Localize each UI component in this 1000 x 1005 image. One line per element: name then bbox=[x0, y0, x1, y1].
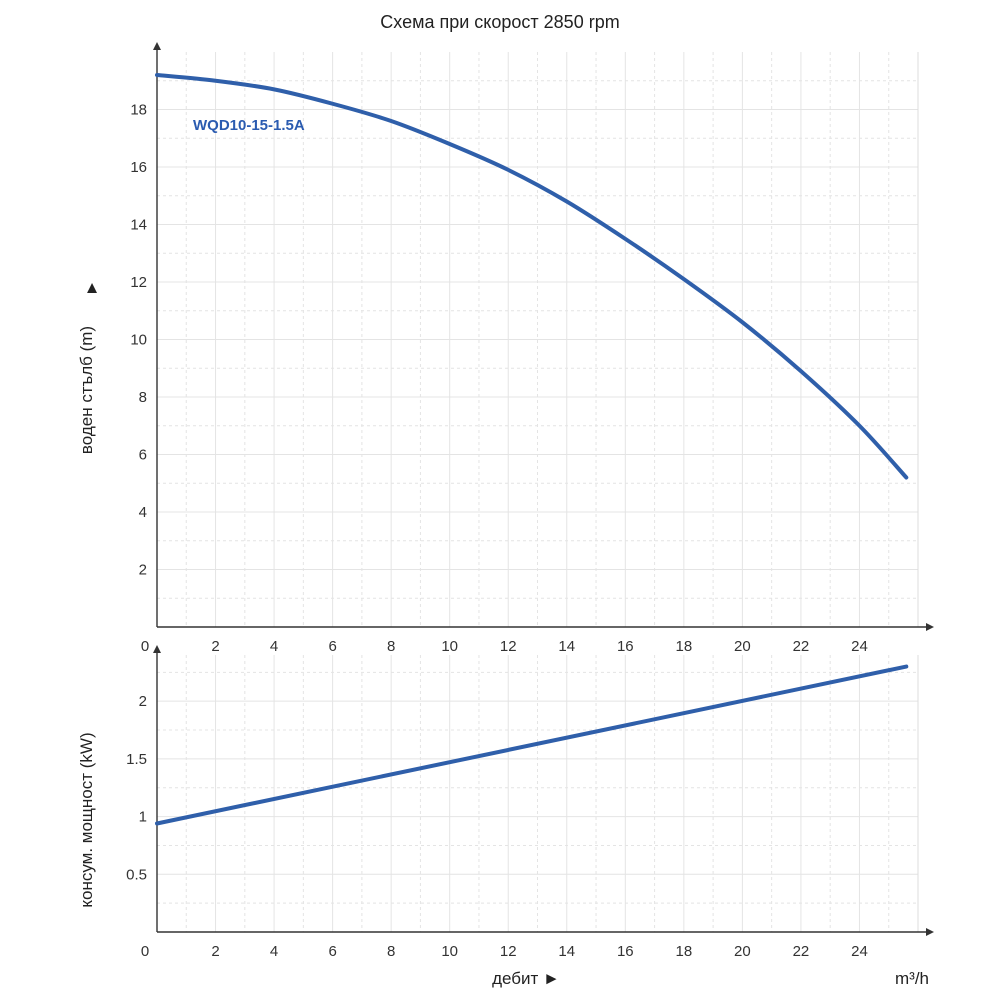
x-tick-label: 22 bbox=[793, 638, 810, 655]
x-tick-label: 10 bbox=[441, 943, 458, 960]
x-tick-label: 12 bbox=[500, 638, 517, 655]
x-tick-label: 12 bbox=[500, 943, 517, 960]
x-tick-label: 24 bbox=[851, 943, 868, 960]
x-tick-label: 8 bbox=[387, 638, 395, 655]
x-tick-label: 0 bbox=[141, 943, 149, 960]
series-label: WQD10-15-1.5A bbox=[193, 117, 305, 134]
x-tick-label: 24 bbox=[851, 638, 868, 655]
x-axis-arrow-icon bbox=[926, 623, 934, 631]
x-tick-label: 14 bbox=[558, 943, 575, 960]
y-tick-label: 1.5 bbox=[126, 751, 147, 768]
x-tick-label: 4 bbox=[270, 943, 278, 960]
y-axis-label: воден стълб (m) bbox=[77, 326, 96, 454]
y-tick-label: 2 bbox=[139, 562, 147, 579]
x-tick-label: 6 bbox=[328, 943, 336, 960]
y-tick-label: 0.5 bbox=[126, 866, 147, 883]
x-tick-label: 8 bbox=[387, 943, 395, 960]
y-tick-label: 14 bbox=[130, 217, 147, 234]
y-axis-label-arrow-icon: ▲ bbox=[84, 278, 101, 297]
x-tick-label: 22 bbox=[793, 943, 810, 960]
y-tick-label: 4 bbox=[139, 504, 147, 521]
chart-panel-1: 0 2 4 6 8 10 12 14 16 18 20 22 2424681012141618воден… bbox=[77, 42, 934, 655]
x-axis-arrow-icon bbox=[926, 928, 934, 936]
y-axis-label: консум. мощност (kW) bbox=[77, 732, 96, 907]
y-tick-label: 1 bbox=[139, 809, 147, 826]
x-tick-label: 16 bbox=[617, 638, 634, 655]
series-line-1 bbox=[155, 664, 909, 826]
chart-title: Схема при скорост 2850 rpm bbox=[380, 12, 620, 32]
x-axis-unit: m³/h bbox=[895, 969, 929, 988]
x-tick-label: 10 bbox=[441, 638, 458, 655]
series-line-1 bbox=[155, 73, 909, 480]
y-tick-label: 2 bbox=[139, 693, 147, 710]
y-axis-arrow-icon bbox=[153, 42, 161, 50]
y-tick-label: 6 bbox=[139, 447, 147, 464]
x-tick-label: 20 bbox=[734, 943, 751, 960]
x-tick-label: 14 bbox=[558, 638, 575, 655]
x-tick-label: 18 bbox=[676, 638, 693, 655]
x-tick-label: 6 bbox=[328, 638, 336, 655]
x-tick-label: 4 bbox=[270, 638, 278, 655]
y-tick-label: 18 bbox=[130, 102, 147, 119]
x-tick-label: 18 bbox=[676, 943, 693, 960]
x-tick-label: 2 bbox=[211, 943, 219, 960]
y-tick-label: 8 bbox=[139, 389, 147, 406]
x-axis-caption: дебит ► bbox=[492, 969, 560, 988]
y-tick-label: 10 bbox=[130, 332, 147, 349]
x-tick-label: 20 bbox=[734, 638, 751, 655]
y-axis-arrow-icon bbox=[153, 645, 161, 653]
x-tick-label: 16 bbox=[617, 943, 634, 960]
y-tick-label: 16 bbox=[130, 159, 147, 176]
y-tick-label: 12 bbox=[130, 274, 147, 291]
x-tick-label: 2 bbox=[211, 638, 219, 655]
x-tick-label: 0 bbox=[141, 638, 149, 655]
